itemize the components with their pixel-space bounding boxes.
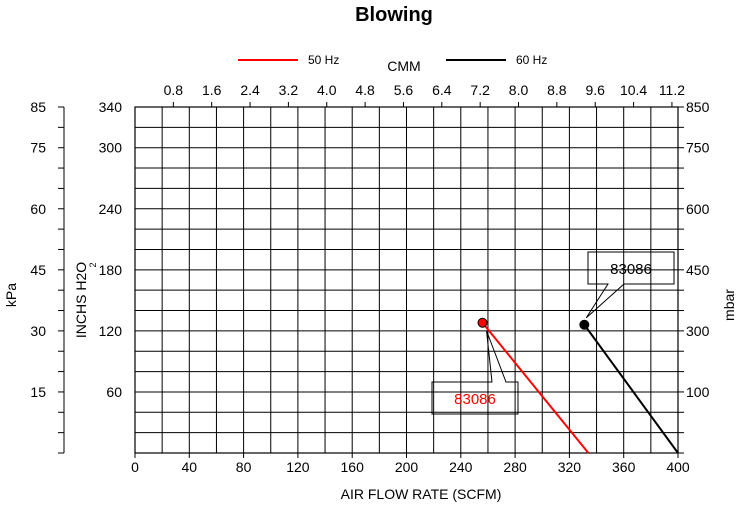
y-right-tick-label: 750 <box>686 140 710 156</box>
plot-grid <box>134 106 679 454</box>
x-tick-label: 40 <box>182 459 198 475</box>
x-tick-label: 280 <box>503 459 527 475</box>
x-axis-title: AIR FLOW RATE (SCFM) <box>341 486 502 502</box>
y-tick-label: 240 <box>99 201 123 217</box>
x-top-tick-label: 11.2 <box>659 82 685 98</box>
x-tick-label: 80 <box>236 459 252 475</box>
y-far-left-tick-label: 30 <box>30 323 46 339</box>
x-top-tick-label: 6.4 <box>432 82 452 98</box>
x-top-tick-label: 7.2 <box>470 82 490 98</box>
x-tick-label: 400 <box>666 459 690 475</box>
annotations: 83086 83086 <box>431 251 675 415</box>
y-right-axis-title: mbar <box>721 289 737 321</box>
callout-box <box>585 251 675 319</box>
legend-label: 50 Hz <box>308 53 339 67</box>
x-tick-label: 200 <box>395 459 419 475</box>
x-tick-label: 160 <box>341 459 365 475</box>
x-top-tick-label: 8.0 <box>509 82 529 98</box>
chart-title: Blowing <box>355 4 433 26</box>
legend: 50 Hz 60 Hz <box>238 53 547 67</box>
series-layer <box>477 317 679 454</box>
callout-label: 83086 <box>610 261 652 278</box>
series-line <box>583 324 679 454</box>
x-top-tick-label: 4.8 <box>355 82 375 98</box>
x-top-tick-label: 3.2 <box>279 82 299 98</box>
y-axis-title-subscript: 2 <box>88 262 98 267</box>
x-top-tick-label: 0.8 <box>164 82 184 98</box>
x-top-tick-label: 5.6 <box>394 82 414 98</box>
x-tick-label: 360 <box>612 459 636 475</box>
y-tick-label: 180 <box>99 262 123 278</box>
y-far-left-tick-label: 45 <box>30 262 46 278</box>
y-axis-title: INCHS H2O <box>73 262 89 338</box>
y-right-tick-label: 450 <box>686 262 710 278</box>
callout-label: 83086 <box>454 391 496 408</box>
y-right-tick-label: 100 <box>686 384 710 400</box>
y-tick-label: 60 <box>106 384 122 400</box>
x-tick-label: 0 <box>131 459 139 475</box>
series-point <box>477 317 488 328</box>
y-right-tick-label: 300 <box>686 323 710 339</box>
y-tick-label: 120 <box>99 323 123 339</box>
series-point <box>579 319 590 330</box>
y-far-left-tick-label: 15 <box>30 384 46 400</box>
x-top-axis-title: CMM <box>387 58 420 74</box>
series-line <box>481 322 590 454</box>
x-top-tick-label: 10.4 <box>620 82 647 98</box>
y-far-left-tick-label: 75 <box>30 140 46 156</box>
x-top-tick-label: 9.6 <box>585 82 605 98</box>
x-top-tick-label: 8.8 <box>547 82 567 98</box>
x-tick-label: 120 <box>286 459 310 475</box>
callout-box <box>431 330 519 415</box>
x-top-tick-label: 2.4 <box>240 82 260 98</box>
legend-label: 60 Hz <box>516 53 547 67</box>
y-far-left-tick-label: 85 <box>30 99 46 115</box>
axis-ticks: 0 40 80 120 160 200 240 280 320 360 400 0.8 1.6 2.4 3.… <box>30 82 709 475</box>
x-top-tick-label: 1.6 <box>202 82 222 98</box>
y-tick-label: 300 <box>99 140 123 156</box>
y-right-tick-label: 850 <box>686 99 710 115</box>
x-top-tick-label: 4.0 <box>317 82 337 98</box>
y-right-tick-label: 600 <box>686 201 710 217</box>
x-tick-label: 320 <box>558 459 582 475</box>
y-tick-label: 340 <box>99 99 123 115</box>
y-far-left-tick-label: 60 <box>30 201 46 217</box>
y-far-left-axis-title: kPa <box>3 283 19 307</box>
x-tick-label: 240 <box>449 459 473 475</box>
